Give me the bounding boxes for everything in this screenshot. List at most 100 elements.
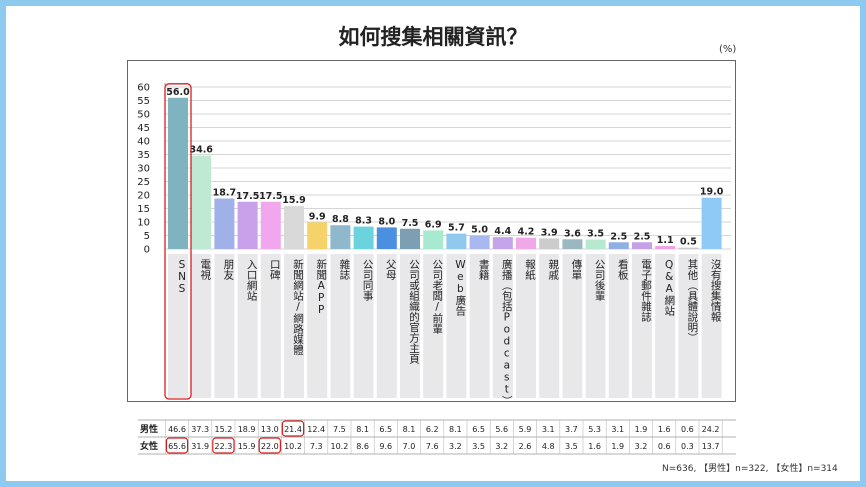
- bar-value-label: 4.4: [494, 226, 511, 237]
- category-label-bg: [446, 254, 467, 398]
- bar: [539, 238, 560, 249]
- bar: [191, 155, 212, 249]
- bar: [353, 226, 374, 249]
- bar-value-label: 6.9: [425, 219, 442, 230]
- bar-value-label: 9.9: [309, 211, 326, 222]
- bar: [492, 237, 513, 249]
- bar-value-label: 2.5: [610, 231, 627, 242]
- category-label-bg: [214, 254, 235, 398]
- y-tick-label: 55: [137, 96, 150, 107]
- bar: [260, 201, 281, 249]
- category-label-bg: [539, 254, 560, 398]
- category-label-bg: [562, 254, 583, 398]
- category-label: 電視: [199, 259, 211, 281]
- category-label-bg: [307, 254, 328, 398]
- bar: [701, 197, 722, 249]
- category-label: 親戚: [547, 258, 559, 281]
- category-label: 公司同事: [362, 259, 374, 301]
- category-label-bg: [701, 254, 722, 398]
- category-label-bg: [330, 254, 351, 398]
- category-label-bg: [423, 254, 444, 398]
- bar: [400, 228, 420, 249]
- category-label: 入口網站: [246, 259, 258, 302]
- category-label: 公司後輩: [594, 259, 606, 302]
- bar-value-label: 3.6: [564, 228, 581, 239]
- y-tick-label: 45: [137, 123, 150, 134]
- category-label-bg: [168, 254, 188, 398]
- category-label: 父母: [385, 259, 397, 281]
- bar-value-label: 56.0: [166, 87, 190, 98]
- y-tick-label: 5: [144, 231, 150, 242]
- bar-value-label: 8.3: [355, 216, 372, 227]
- category-label-bg: [284, 254, 304, 398]
- y-tick-label: 60: [137, 83, 150, 94]
- category-label: 其他（具體說明）: [686, 259, 698, 343]
- sample-size-note: N=636, 【男性】n=322, 【女性】n=314: [662, 464, 838, 474]
- category-label-bg: [376, 254, 397, 398]
- bar-value-label: 5.0: [471, 225, 488, 236]
- category-label-bg: [585, 254, 606, 398]
- y-tick-label: 30: [137, 164, 150, 175]
- y-tick-label: 35: [137, 150, 150, 161]
- category-label: 報紙: [524, 259, 536, 281]
- category-label: Q&A網站: [663, 259, 675, 317]
- category-label: 廣播（包括Podcast）: [501, 258, 513, 403]
- highlight-box: [164, 83, 192, 400]
- bar: [214, 198, 235, 249]
- unit-label: (%): [719, 44, 737, 55]
- bar-value-label: 17.5: [236, 191, 259, 202]
- category-label: 看板: [617, 258, 629, 281]
- category-label: 口碑: [269, 259, 281, 281]
- category-label: 書籍: [478, 258, 490, 280]
- category-label: Web廣告: [454, 259, 466, 317]
- category-label: 公司老闆/前輩: [431, 259, 443, 335]
- bar: [608, 242, 629, 249]
- bar-value-label: 4.2: [518, 227, 535, 238]
- bar: [678, 247, 699, 249]
- category-label-bg: [516, 254, 536, 398]
- bar-value-label: 15.9: [282, 195, 305, 206]
- bar-value-label: 8.8: [332, 214, 349, 225]
- y-tick-label: 50: [137, 110, 150, 121]
- category-label: 新聞網站/網路媒體: [292, 258, 304, 356]
- y-tick-label: 10: [137, 218, 150, 229]
- category-label: 電子郵件雜誌: [640, 259, 652, 323]
- y-tick-label: 20: [137, 191, 150, 202]
- category-label-bg: [353, 254, 374, 398]
- bar: [423, 230, 444, 249]
- bar-value-label: 34.6: [189, 145, 213, 156]
- bar-value-label: 8.0: [378, 216, 395, 227]
- bar-value-label: 1.1: [657, 235, 674, 246]
- bar-value-label: 3.5: [587, 229, 604, 240]
- category-label-bg: [632, 254, 652, 398]
- bar-value-label: 3.9: [541, 227, 558, 238]
- bar: [376, 227, 397, 249]
- bar: [237, 201, 258, 249]
- category-label-bg: [678, 254, 699, 398]
- bar: [469, 235, 490, 249]
- bar: [168, 97, 188, 249]
- category-label-bg: [608, 254, 629, 398]
- bar-value-label: 7.5: [402, 218, 419, 229]
- category-label: SNS: [176, 259, 188, 295]
- chart-area: 0 5 10 15 20 25 30 35 40 45 50 55 60 56.0 34.6 18.7 17.5…: [127, 60, 736, 403]
- bar: [330, 225, 351, 249]
- category-label-bg: [469, 254, 490, 398]
- category-label: 朋友: [222, 259, 234, 281]
- bar: [562, 239, 583, 249]
- bar: [516, 237, 536, 249]
- bar: [446, 233, 467, 249]
- y-tick-label: 15: [137, 204, 150, 215]
- bar-value-label: 18.7: [213, 188, 236, 199]
- category-label: 新聞APP: [315, 258, 327, 316]
- bar-value-label: 2.5: [634, 231, 651, 242]
- page-title: 如何搜集相關資訊？: [338, 25, 528, 49]
- category-label-bg: [400, 254, 420, 398]
- bar: [307, 222, 328, 249]
- category-label-bg: [237, 254, 258, 398]
- category-label-bg: [655, 254, 676, 398]
- y-tick-label: 25: [137, 177, 150, 188]
- category-label-bg: [191, 254, 212, 398]
- category-label: 雜誌: [338, 258, 350, 281]
